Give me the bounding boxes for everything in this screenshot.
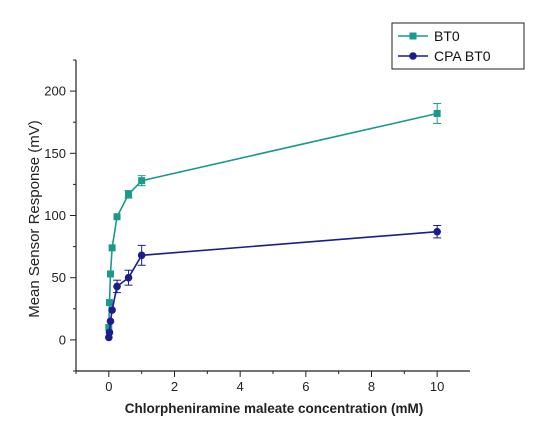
data-point xyxy=(113,282,121,291)
legend-label: BT0 xyxy=(434,28,460,44)
data-point xyxy=(433,227,441,236)
legend-marker xyxy=(409,52,417,60)
data-point xyxy=(124,273,133,282)
y-axis-title: Mean Sensor Response (mV) xyxy=(26,120,43,318)
y-tick-label: 0 xyxy=(59,332,66,347)
legend-item: CPA BT0 xyxy=(398,48,491,64)
data-point xyxy=(105,299,113,307)
x-tick-label: 2 xyxy=(171,379,178,394)
legend-item: BT0 xyxy=(398,28,460,44)
series-layer xyxy=(105,103,442,342)
x-tick-label: 4 xyxy=(237,379,244,394)
x-axis-title: Chlorpheniramine maleate concentration (… xyxy=(125,401,424,416)
data-point xyxy=(138,177,146,185)
data-point xyxy=(106,317,115,326)
y-tick-label: 150 xyxy=(44,146,66,161)
legend-box xyxy=(391,22,525,70)
y-axis-ticks: 0 50 100 150 200 xyxy=(44,59,76,372)
y-tick-label: 100 xyxy=(44,208,66,223)
series-cpa-bt0 xyxy=(105,224,442,342)
legend-label: CPA BT0 xyxy=(434,48,491,64)
data-point xyxy=(108,306,116,314)
plot-frame xyxy=(75,60,470,372)
x-axis-ticks: 0 2 4 6 8 10 xyxy=(75,371,444,394)
legend: BT0 CPA BT0 xyxy=(391,22,525,70)
data-point xyxy=(125,190,133,198)
data-point xyxy=(137,251,146,260)
data-point xyxy=(433,109,441,117)
x-tick-label: 8 xyxy=(368,379,375,394)
x-tick-label: 6 xyxy=(302,379,309,394)
data-point xyxy=(108,244,116,252)
data-point xyxy=(106,270,114,278)
y-tick-label: 50 xyxy=(52,270,66,285)
series-bt0 xyxy=(105,103,442,331)
series-line xyxy=(108,230,438,338)
data-point xyxy=(105,323,113,331)
x-tick-label: 10 xyxy=(430,379,444,394)
data-point xyxy=(105,328,114,337)
data-point xyxy=(113,213,121,221)
y-tick-label: 200 xyxy=(44,84,66,99)
x-tick-label: 0 xyxy=(105,379,112,394)
legend-marker xyxy=(409,32,417,40)
series-line xyxy=(108,112,438,328)
